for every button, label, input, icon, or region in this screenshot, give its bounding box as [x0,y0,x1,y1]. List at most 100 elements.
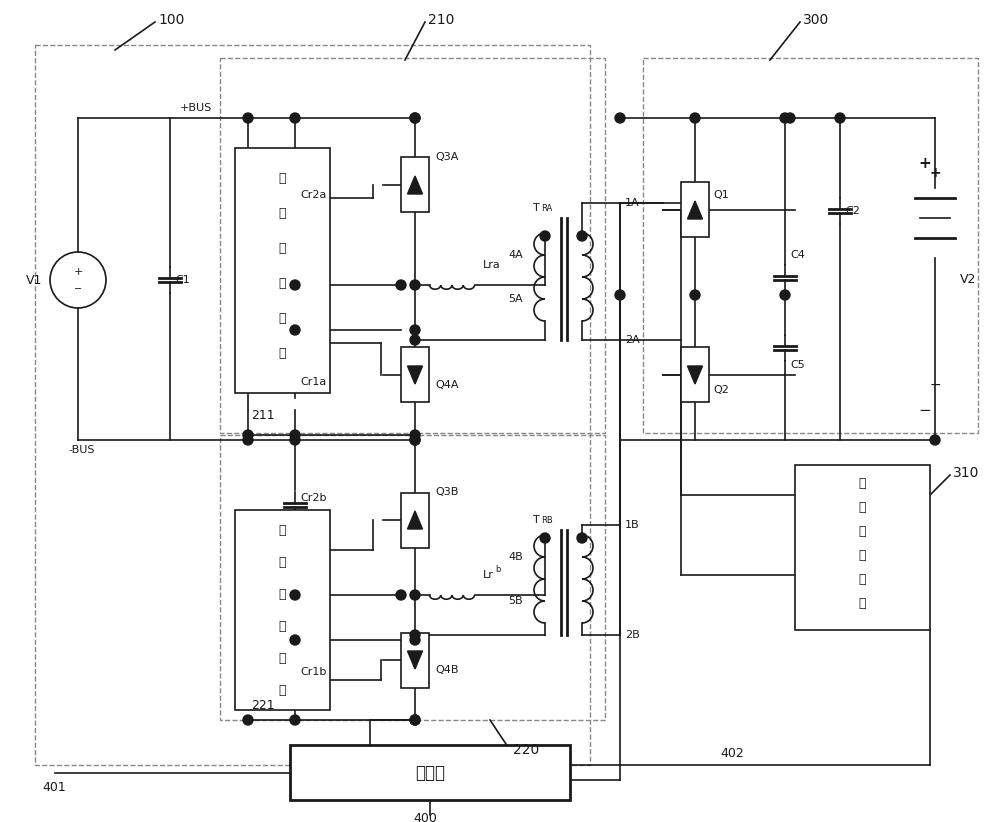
Polygon shape [688,201,702,219]
Text: C4: C4 [790,250,805,260]
Circle shape [540,231,550,241]
Circle shape [290,715,300,725]
Text: V1: V1 [26,274,42,287]
Circle shape [410,715,420,725]
Circle shape [290,635,300,645]
Text: 402: 402 [720,746,744,760]
Text: Q3A: Q3A [435,152,458,162]
Text: +: + [919,155,931,170]
Bar [401,492,429,547]
Text: −: − [74,284,82,294]
Circle shape [396,280,406,290]
Text: C2: C2 [845,206,860,216]
Polygon shape [408,176,422,194]
Text: 动: 动 [859,548,866,561]
Text: Cr2b: Cr2b [300,493,326,503]
Text: 1A: 1A [625,198,640,208]
Circle shape [540,533,550,543]
Bar [401,158,429,213]
Text: b: b [495,565,500,574]
Text: +BUS: +BUS [180,103,212,113]
Text: 驱: 驱 [279,588,286,601]
Text: 401: 401 [42,781,66,794]
Text: 路: 路 [279,347,286,359]
Text: 100: 100 [158,13,184,27]
Polygon shape [408,651,422,669]
Text: 路: 路 [279,684,286,696]
Bar [681,348,709,403]
Text: 第: 第 [279,524,286,537]
Text: Cr2a: Cr2a [300,190,326,200]
Circle shape [290,435,300,445]
Text: 4A: 4A [508,250,523,260]
Circle shape [410,715,420,725]
Circle shape [410,430,420,440]
Circle shape [243,715,253,725]
Bar [401,632,429,687]
Text: T: T [533,515,540,525]
Circle shape [410,435,420,445]
Text: 路: 路 [859,597,866,609]
Text: 二: 二 [279,556,286,569]
Text: +: + [929,166,941,180]
Text: 动: 动 [279,620,286,632]
Circle shape [780,290,790,300]
Text: 2A: 2A [625,335,640,345]
Circle shape [577,533,587,543]
Bar [401,348,429,403]
Text: 1B: 1B [625,520,640,530]
Bar [681,182,709,238]
Text: Q4B: Q4B [435,665,458,675]
Text: Cr1b: Cr1b [300,667,326,677]
Circle shape [410,325,420,335]
Text: Q2: Q2 [713,385,729,395]
Circle shape [930,435,940,445]
Circle shape [615,290,625,300]
Circle shape [290,590,300,600]
Circle shape [410,280,420,290]
Text: −: − [919,403,931,418]
Text: 电: 电 [279,652,286,664]
Text: 一: 一 [279,206,286,219]
Text: 电: 电 [859,572,866,585]
Text: C5: C5 [790,360,805,370]
Text: 4B: 4B [508,552,523,562]
Text: 400: 400 [413,811,437,822]
Circle shape [615,113,625,123]
Circle shape [785,113,795,123]
Bar [235,148,330,393]
Circle shape [690,290,700,300]
Text: V2: V2 [960,273,976,285]
Bar [35,45,590,765]
Text: 5B: 5B [508,596,523,606]
Text: +: + [73,267,83,277]
Text: 300: 300 [803,13,829,27]
Polygon shape [688,366,702,384]
Text: Lr: Lr [483,570,494,580]
Circle shape [290,430,300,440]
Text: RA: RA [541,204,552,213]
Circle shape [410,335,420,345]
Circle shape [410,635,420,645]
Circle shape [410,113,420,123]
Text: 5A: 5A [508,294,523,304]
Circle shape [410,113,420,123]
Circle shape [243,435,253,445]
Circle shape [835,113,845,123]
Text: 控制器: 控制器 [415,764,445,782]
Text: 第: 第 [859,477,866,489]
Bar [220,58,605,433]
Text: Q3B: Q3B [435,487,458,497]
Text: Q4A: Q4A [435,380,458,390]
Circle shape [410,590,420,600]
Bar [235,510,330,710]
Circle shape [410,435,420,445]
Bar [795,465,930,630]
Text: 210: 210 [428,13,454,27]
Circle shape [577,231,587,241]
Polygon shape [408,511,422,529]
Circle shape [410,630,420,640]
Circle shape [243,430,253,440]
Text: 第: 第 [279,172,286,184]
Bar [220,435,605,720]
